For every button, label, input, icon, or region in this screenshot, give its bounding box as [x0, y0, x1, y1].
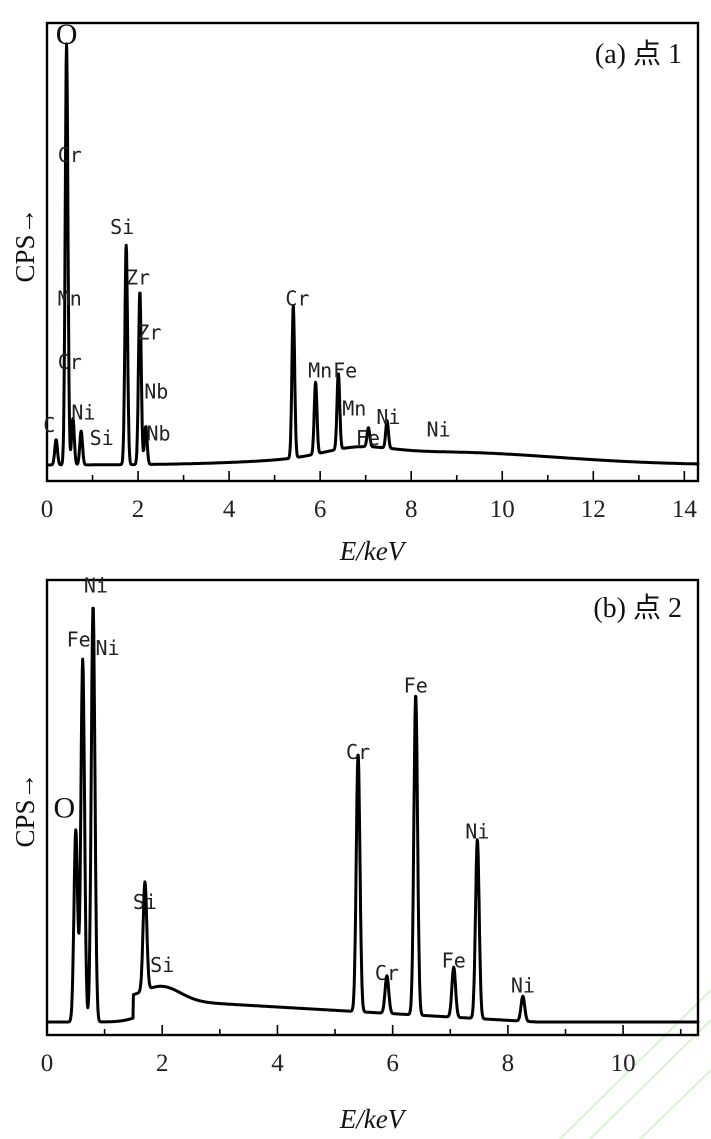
panel-b-x-tick-label: 6	[386, 1050, 399, 1077]
panel-a-peak-label-mn: Mn	[58, 287, 82, 311]
panel-a-x-ticks	[46, 471, 686, 481]
panel-b-peak-label-ni: Ni	[84, 573, 108, 597]
panel-b-x-tick-label: 4	[271, 1050, 284, 1077]
panel-a-peak-label-nb: Nb	[146, 422, 170, 446]
panel-a-peak-label-zr: Zr	[126, 266, 150, 290]
panel-a-peak-label-zr: Zr	[137, 320, 161, 344]
panel-b-peak-label-fe: Fe	[442, 949, 466, 973]
panel-a-peak-label-si: Si	[110, 215, 134, 239]
panel-b-peak-label-o: O	[53, 792, 75, 825]
panel-a-x-tick-label: 0	[41, 496, 54, 523]
panel-b-peak-label-si: Si	[133, 890, 157, 914]
panel-b-title: (b) 点 2	[593, 593, 682, 624]
panel-a-x-tick-label: 14	[672, 496, 698, 523]
panel-a-x-tick-label: 2	[132, 496, 145, 523]
panel-a-peak-label-mn: Mn	[342, 396, 366, 420]
panel-b-peak-label-ni: Ni	[95, 636, 119, 660]
panel-a-peak-label-fe: Fe	[333, 358, 357, 382]
panel-b-peak-label-si: Si	[150, 953, 174, 977]
panel-a-x-tick-labels: 0 2 4 6 8 10 12 14	[41, 496, 698, 523]
panel-b-y-axis-label: CPS→	[10, 772, 40, 847]
panel-a-x-tick-label: 6	[314, 496, 327, 523]
panel-a-peak-label-ni: Ni	[426, 417, 450, 441]
watermark-lines	[559, 989, 711, 1139]
panel-b-x-tick-labels: 0 2 4 6 8 10	[41, 1050, 636, 1077]
panel-a-peak-label-ni: Ni	[376, 405, 400, 429]
panel-a-y-axis-label: CPS→	[10, 207, 40, 282]
panel-b-peak-label-fe: Fe	[67, 628, 91, 652]
panel-a-x-axis-label: E/keV	[339, 536, 408, 566]
panel-b-spectrum-line	[46, 606, 700, 1024]
panel-b-x-tick-label: 10	[611, 1050, 636, 1077]
panel-b-frame	[45, 578, 700, 1037]
panel-a-peak-label-fe: Fe	[356, 426, 380, 450]
panel-a-x-tick-label: 10	[490, 496, 515, 523]
panel-b-x-axis-label: E/keV	[339, 1104, 408, 1134]
panel-a-peak-label-nb: Nb	[144, 379, 168, 403]
panel-b-peak-label-ni: Ni	[511, 974, 535, 998]
panel-a-peak-label-mn: Mn	[308, 358, 332, 382]
panel-a-peak-label-si: Si	[90, 426, 114, 450]
panel-a-peak-label-ni: Ni	[71, 401, 95, 425]
panel-a-peak-label-cr: Cr	[285, 287, 309, 311]
panel-a-x-tick-label: 8	[405, 496, 418, 523]
panel-a-peak-label-o: O	[56, 18, 78, 51]
panel-b-x-tick-label: 2	[156, 1050, 169, 1077]
panel-a-peak-label-cr: Cr	[58, 143, 82, 167]
panel-b-peak-label-cr: Cr	[346, 740, 370, 764]
panel-a-x-tick-label: 4	[223, 496, 236, 523]
panel-a-frame	[45, 21, 700, 483]
panel-b-x-tick-label: 8	[502, 1050, 515, 1077]
panel-a-title: (a) 点 1	[595, 39, 682, 70]
panel-a-peak-label-cr: Cr	[58, 350, 82, 374]
panel-a-peak-label-c: C	[43, 413, 55, 437]
panel-b-peak-label-ni: Ni	[465, 819, 489, 843]
panel-b-x-ticks	[46, 1025, 682, 1035]
panel-b-peak-label-cr: Cr	[375, 961, 399, 985]
panel-a-x-tick-label: 12	[581, 496, 606, 523]
panel-b-peak-label-fe: Fe	[404, 673, 428, 697]
panel-a-spectrum-line	[46, 42, 700, 467]
panel-b-x-tick-label: 0	[41, 1050, 54, 1077]
